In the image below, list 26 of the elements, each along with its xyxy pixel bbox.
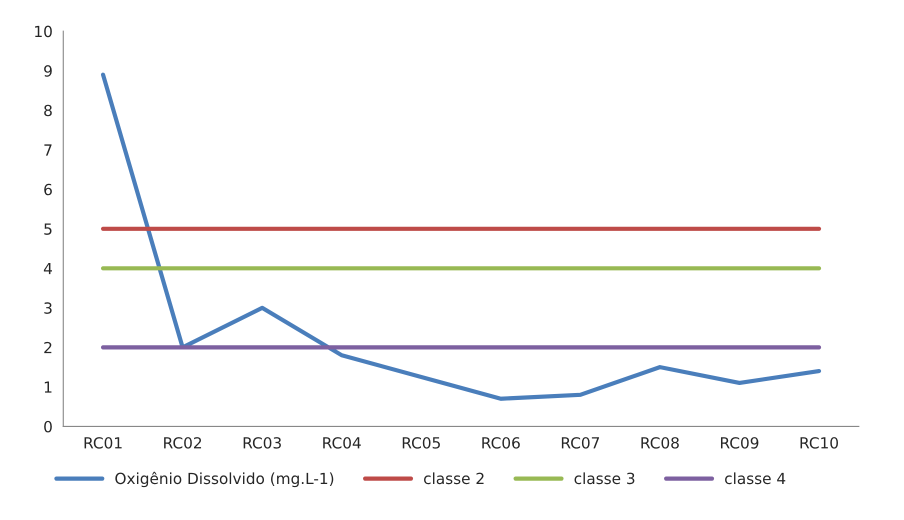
y-tick-label: 8 <box>44 104 52 116</box>
y-tick-label: 1 <box>44 382 52 393</box>
x-tick-label: RC08 <box>641 437 679 449</box>
x-tick-label: RC04 <box>323 437 361 449</box>
legend-label: classe 4 <box>725 472 786 484</box>
x-tick-label: RC05 <box>402 437 440 449</box>
x-tick-label: RC01 <box>84 437 122 449</box>
y-tick-label: 2 <box>44 342 52 354</box>
x-tick-label: RC07 <box>562 437 600 449</box>
x-tick-label: RC10 <box>800 437 838 449</box>
y-tick-label: 3 <box>44 302 52 314</box>
x-tick-label: RC02 <box>164 437 202 449</box>
legend-label: classe 2 <box>424 472 484 484</box>
x-tick-label: RC09 <box>720 437 758 449</box>
y-tick-label: 5 <box>44 223 52 235</box>
y-tick-label: 7 <box>44 144 52 156</box>
y-tick-label: 6 <box>44 184 52 196</box>
x-tick-label: RC06 <box>482 437 520 449</box>
legend-label: classe 3 <box>574 472 634 484</box>
y-tick-label: 9 <box>44 65 52 77</box>
legend-label: Oxigênio Dissolvido (mg.L-1) <box>115 472 334 488</box>
y-tick-label: 4 <box>44 262 52 274</box>
x-tick-label: RC03 <box>244 437 281 449</box>
line-series <box>100 72 822 401</box>
y-tick-label: 0 <box>44 420 52 432</box>
y-tick-label: 10 <box>35 26 52 38</box>
